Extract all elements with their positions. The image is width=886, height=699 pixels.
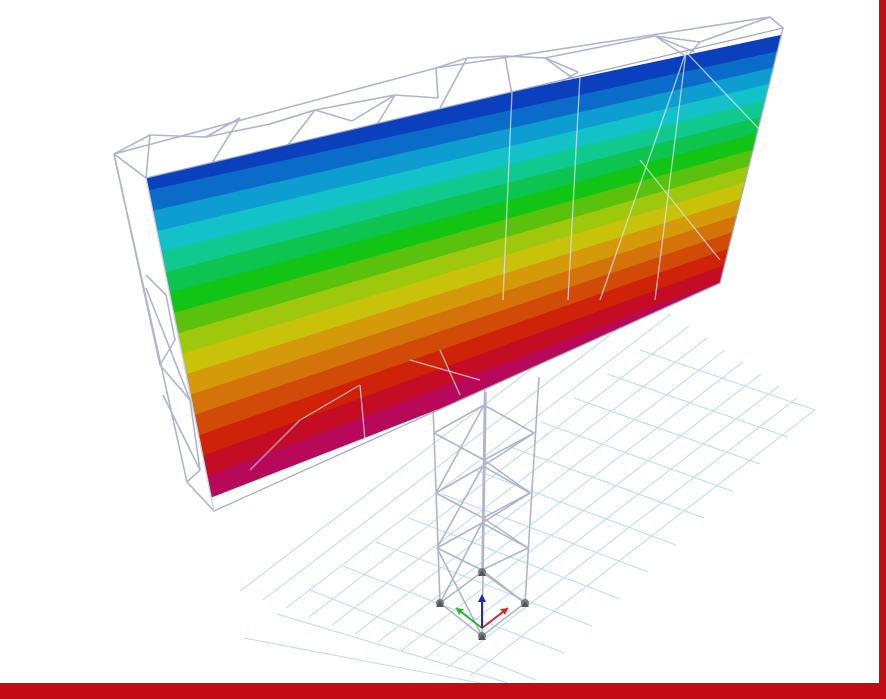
z-axis-arrowhead xyxy=(478,594,486,602)
contour-band xyxy=(165,249,768,492)
contour-band xyxy=(146,57,783,242)
ground-grid xyxy=(239,289,816,683)
contour-band xyxy=(148,185,783,408)
contour-band xyxy=(146,105,783,304)
support-icon xyxy=(478,632,486,640)
contour-band xyxy=(146,41,783,221)
support-icon xyxy=(521,599,529,607)
support-icon xyxy=(478,568,486,576)
y-axis-arrowhead xyxy=(456,608,464,615)
axis-triad-icon xyxy=(455,594,509,629)
contour-band xyxy=(152,201,780,429)
scene-canvas[interactable] xyxy=(0,0,879,683)
contour-band xyxy=(146,28,783,200)
billboard-frame xyxy=(113,16,784,512)
support-icon xyxy=(436,599,444,607)
x-axis-arrowhead xyxy=(500,608,508,615)
supports xyxy=(436,568,529,640)
panel-overlay-members xyxy=(145,51,761,512)
contour-band xyxy=(146,89,783,284)
contour-band xyxy=(146,153,783,367)
tower-lattice xyxy=(431,361,540,637)
contour-band xyxy=(146,121,783,325)
contour-band xyxy=(146,73,783,263)
contour-band xyxy=(161,233,772,471)
contour-band xyxy=(146,137,783,346)
contour-band xyxy=(169,265,764,511)
contour-band xyxy=(157,217,776,450)
